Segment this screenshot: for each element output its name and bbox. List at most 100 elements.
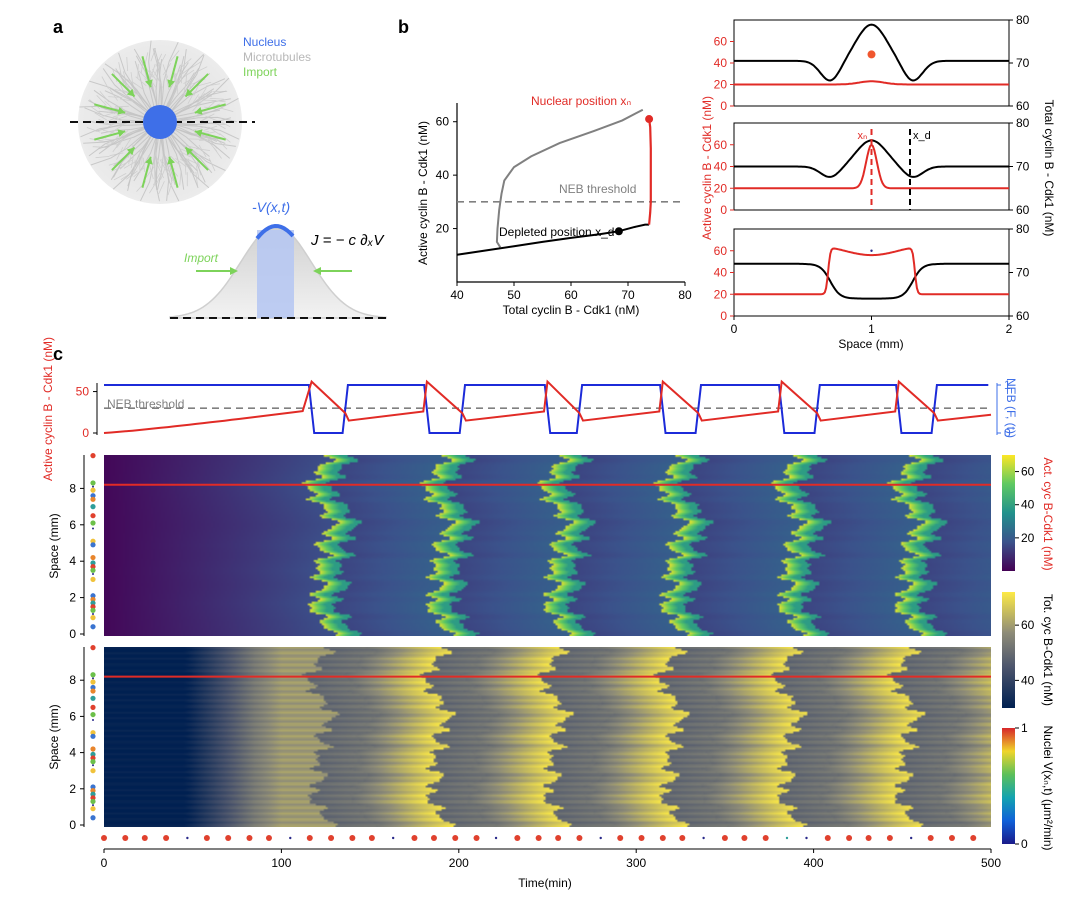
profile-left-tick-label: 60 [714, 138, 728, 152]
nucleus-marker-space [92, 677, 94, 680]
colorbar-tick-label: 40 [1021, 498, 1035, 512]
panel-c-timecourse: 0 50 0 1 NEB threshold Active cyclin B - Cd… [41, 337, 1018, 481]
panel-letter-b: b [398, 17, 409, 37]
heatmap-xtick-label: 400 [804, 856, 824, 870]
microtubule-branch [99, 90, 110, 103]
nucleus-marker-space [90, 487, 96, 493]
nucleus-marker-time [203, 835, 210, 841]
nuclei-time-markers [101, 835, 977, 841]
microtubule-branch [131, 81, 144, 91]
nucleus-marker-space [90, 746, 96, 752]
phase-ytick-label: 60 [436, 115, 450, 129]
phase-xlabel: Total cyclin B - Cdk1 (nM) [503, 303, 640, 317]
legend-import: Import [243, 65, 278, 79]
nucleus-marker-time [514, 835, 521, 841]
microtubule-branch [120, 98, 134, 102]
nucleus-marker-space [90, 504, 96, 510]
nucleus-marker-space [90, 791, 96, 797]
nucleus-marker-time [411, 835, 418, 841]
profile-total-line [734, 262, 1009, 300]
microtubule-branch [195, 165, 200, 180]
nucleus-marker-space [90, 593, 96, 599]
import-arrowhead [167, 156, 175, 165]
nucleus-marker-space [90, 768, 96, 774]
heatmap-ytick-label: 2 [69, 782, 76, 796]
microtubule-branch [179, 171, 182, 186]
nuclei-space-markers [90, 453, 96, 821]
microtubule-branch [133, 159, 136, 174]
total-colorbar-label: Tot. cyc B-Cdk1 (nM) [1041, 594, 1055, 706]
nucleus-marker-time [702, 836, 705, 840]
nucleus-marker-space [90, 564, 96, 570]
potential-peak [255, 223, 295, 240]
microtubule-branch [143, 157, 145, 172]
profile-left-tick-label: 0 [720, 203, 727, 217]
heatmap-ytick-label: 8 [69, 673, 76, 687]
microtubule-branch [162, 64, 168, 78]
profile-right-tick-label: 80 [1016, 222, 1030, 236]
flux-equation: J = − c ∂ₓV [310, 232, 385, 249]
nucleus-marker-space [90, 496, 96, 502]
nucleus-circle [143, 105, 177, 139]
nucleus-marker-time [306, 835, 313, 841]
nuclear-region [257, 230, 294, 318]
nucleus-marker-space [90, 711, 96, 718]
nucleus-marker-time [141, 835, 148, 841]
profile-right-tick-label: 80 [1016, 13, 1030, 27]
microtubule-branch [213, 146, 222, 159]
nucleus-marker-space [90, 554, 96, 561]
nucleus-marker-time [970, 835, 977, 841]
microtubule-branch [94, 112, 107, 121]
nucleus-marker-space [90, 730, 96, 736]
nucleus-marker-space [90, 513, 96, 519]
microtubule-branch [156, 74, 163, 88]
colorbar-tick-label: 0 [1021, 837, 1028, 851]
nuclei-colorbar [1002, 728, 1015, 844]
microtubule-branch [219, 133, 231, 143]
microtubule-branch [138, 70, 150, 82]
nucleus-marker-space [90, 784, 96, 790]
nucleus-marker-space [92, 612, 94, 615]
microtubule-branch [203, 125, 218, 131]
microtubule-branch [175, 157, 187, 168]
microtubule-branch [126, 56, 129, 71]
nucleus-marker-space [90, 538, 96, 544]
profile-total-line [734, 23, 1009, 82]
microtubule-branch [197, 81, 212, 87]
microtubule-branch [149, 69, 158, 82]
profiles-ylabel-left: Active cyclin B - Cdk1 (nM) [700, 96, 714, 240]
microtubule-branch [183, 80, 187, 95]
active-colorbar-label: Act. cyc B-Cdk1 (nM) [1041, 457, 1055, 570]
nucleus-marker-time [948, 835, 955, 841]
profile-right-tick-label: 80 [1016, 116, 1030, 130]
phase-curve-red [648, 118, 652, 225]
microtubule-branch [213, 121, 226, 130]
nucleus-marker-time [289, 836, 292, 840]
profile-left-tick-label: 60 [714, 35, 728, 49]
colorbar-tick-label: 1 [1021, 721, 1028, 735]
microtubule-branch [195, 171, 198, 186]
profile-right-tick-label: 60 [1016, 309, 1030, 323]
profile-xtick-label: 1 [868, 322, 875, 336]
microtubule-branch [158, 53, 167, 67]
profile-right-tick-label: 60 [1016, 99, 1030, 113]
nucleus-marker-time [617, 835, 624, 841]
heatmap-xlabel: Time(min) [518, 876, 572, 890]
profile-frame [733, 19, 1010, 107]
nucleus-marker-space [92, 719, 94, 722]
profile-left-tick-label: 20 [714, 78, 728, 92]
colorbar-tick-label: 60 [1021, 618, 1035, 632]
microtubule-branch [187, 91, 195, 104]
nucleus-marker-time [785, 836, 789, 840]
import-arrowhead [194, 129, 203, 137]
nucleus-marker-space [90, 480, 96, 486]
profile-left-tick-label: 0 [720, 99, 727, 113]
nucleus-marker-space [90, 596, 96, 603]
nucleus-marker-space [90, 704, 96, 710]
profile-active-line [734, 80, 1009, 86]
heatmap-axes: 0 2 4 6 8 0 2 4 6 8 0 100 200 300 400 500 [69, 455, 1001, 870]
profile-right-tick-label: 70 [1016, 266, 1030, 280]
nucleus-marker-space [90, 615, 96, 621]
nucleus-marker-time [246, 835, 253, 841]
